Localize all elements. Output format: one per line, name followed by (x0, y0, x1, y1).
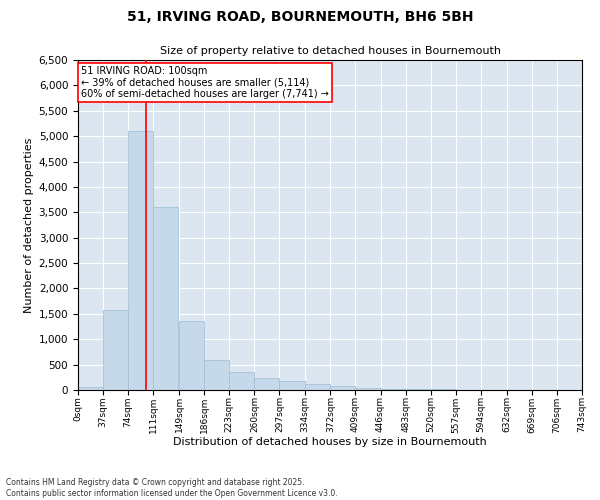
X-axis label: Distribution of detached houses by size in Bournemouth: Distribution of detached houses by size … (173, 437, 487, 447)
Bar (355, 388, 380, 390)
Bar (331, 386, 355, 390)
Bar (280, 380, 305, 390)
Bar (128, 131, 153, 390)
Bar (305, 384, 329, 390)
Bar (406, 389, 431, 390)
Bar (254, 378, 280, 390)
Text: 51 IRVING ROAD: 100sqm
← 39% of detached houses are smaller (5,114)
60% of semi-: 51 IRVING ROAD: 100sqm ← 39% of detached… (82, 66, 329, 100)
Bar (179, 322, 204, 390)
Bar (204, 360, 229, 390)
Bar (153, 207, 178, 390)
Text: 51, IRVING ROAD, BOURNEMOUTH, BH6 5BH: 51, IRVING ROAD, BOURNEMOUTH, BH6 5BH (127, 10, 473, 24)
Bar (103, 310, 128, 390)
Bar (78, 387, 103, 390)
Bar (380, 388, 406, 390)
Y-axis label: Number of detached properties: Number of detached properties (25, 138, 34, 312)
Title: Size of property relative to detached houses in Bournemouth: Size of property relative to detached ho… (160, 46, 500, 56)
Bar (229, 372, 254, 390)
Text: Contains HM Land Registry data © Crown copyright and database right 2025.
Contai: Contains HM Land Registry data © Crown c… (6, 478, 338, 498)
